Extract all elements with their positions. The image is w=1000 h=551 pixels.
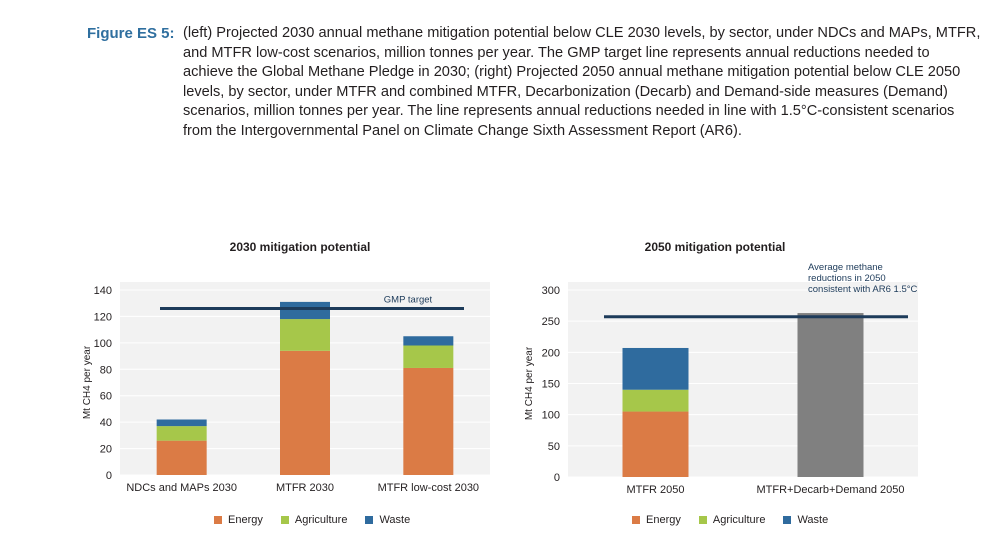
legend-item-agriculture: Agriculture	[280, 514, 348, 526]
chart-2050: 0 50 100 150 200 250 300 Mt CH4 per year MTFR 20…	[524, 282, 918, 496]
y-tick-label: 200	[542, 347, 560, 359]
y-tick-label: 100	[542, 410, 560, 422]
legend-item-waste: Waste	[365, 514, 410, 526]
legend-swatch-waste	[783, 516, 792, 524]
reference-line-label: GMP target	[384, 295, 433, 306]
y-tick-label: 250	[542, 316, 560, 328]
y-tick-label: 300	[542, 285, 560, 297]
bar-energy-ndcs-and-maps-2030	[156, 440, 207, 475]
x-tick-label: MTFR 2050	[626, 484, 684, 496]
legend-swatch-agriculture	[698, 516, 707, 524]
y-tick-label: 120	[94, 311, 112, 323]
y-axis-label: Mt CH4 per year	[82, 345, 93, 419]
bar-agriculture-mtfr-low-cost-2030	[403, 345, 454, 368]
y-tick-label: 80	[100, 364, 112, 376]
legend-label-waste: Waste	[797, 514, 829, 526]
y-tick-label: 40	[100, 417, 112, 429]
x-tick-label: NDCs and MAPs 2030	[126, 482, 237, 494]
bar-waste-mtfr-2050	[622, 347, 689, 390]
legend-label-energy: Energy	[228, 514, 263, 526]
legend-label-agriculture: Agriculture	[712, 514, 766, 526]
bar-agriculture-mtfr-2030	[280, 319, 330, 351]
bar-energy-mtfr-2050	[622, 411, 689, 477]
bar-energy-mtfr-low-cost-2030	[403, 367, 454, 475]
legend-item-energy: Energy	[214, 514, 263, 526]
x-tick-label: MTFR 2030	[276, 482, 334, 494]
y-tick-label: 140	[94, 285, 112, 297]
y-tick-label: 150	[542, 379, 560, 391]
y-tick-label: 20	[100, 444, 112, 456]
chart-title-2030: 2030 mitigation potential	[229, 240, 371, 254]
legend-item-waste: Waste	[783, 514, 828, 526]
y-tick-label: 50	[548, 441, 560, 453]
bar-waste-ndcs-and-maps-2030	[156, 419, 207, 427]
legend-swatch-waste	[365, 516, 374, 524]
legend-swatch-energy	[214, 516, 222, 524]
legend-label-waste: Waste	[379, 514, 411, 526]
legend-label-agriculture: Agriculture	[294, 514, 348, 526]
legend-swatch-agriculture	[280, 516, 289, 524]
y-tick-label: 0	[554, 472, 560, 484]
bar-energy-mtfr-2030	[280, 350, 330, 475]
legend-item-agriculture: Agriculture	[698, 514, 766, 526]
x-tick-label: MTFR+Decarb+Demand 2050	[757, 484, 905, 496]
chart-2030: 0 20 40 60 80 100 120 140 Mt CH4 per year NDCs an…	[82, 282, 490, 494]
y-tick-label: 0	[106, 470, 112, 482]
legend-2050: Energy Agriculture Waste	[632, 514, 828, 526]
plot-area	[568, 282, 918, 477]
legend-item-energy: Energy	[632, 514, 681, 526]
chart-title-2050: 2050 mitigation potential	[644, 240, 786, 254]
bar-waste-mtfr-low-cost-2030	[403, 336, 454, 346]
bar-waste-mtfr-2030	[280, 301, 330, 320]
y-tick-label: 60	[100, 391, 112, 403]
x-tick-label: MTFR low-cost 2030	[378, 482, 479, 494]
legend-swatch-energy	[632, 516, 640, 524]
y-tick-label: 100	[94, 338, 112, 350]
figure-caption-text: (left) Projected 2030 annual methane mit…	[183, 25, 981, 139]
bar-agriculture-mtfr-2050	[622, 389, 689, 412]
figure-label: Figure ES 5:	[87, 25, 175, 42]
legend-2030: Energy Agriculture Waste	[214, 514, 410, 526]
y-axis-label: Mt CH4 per year	[524, 346, 535, 420]
legend-label-energy: Energy	[646, 514, 681, 526]
bar-total-mtfr-decarb-demand-2050	[797, 313, 864, 477]
bar-agriculture-ndcs-and-maps-2030	[156, 426, 207, 441]
ar6-line-annotation: Average methane reductions in 2050 consi…	[808, 262, 918, 295]
